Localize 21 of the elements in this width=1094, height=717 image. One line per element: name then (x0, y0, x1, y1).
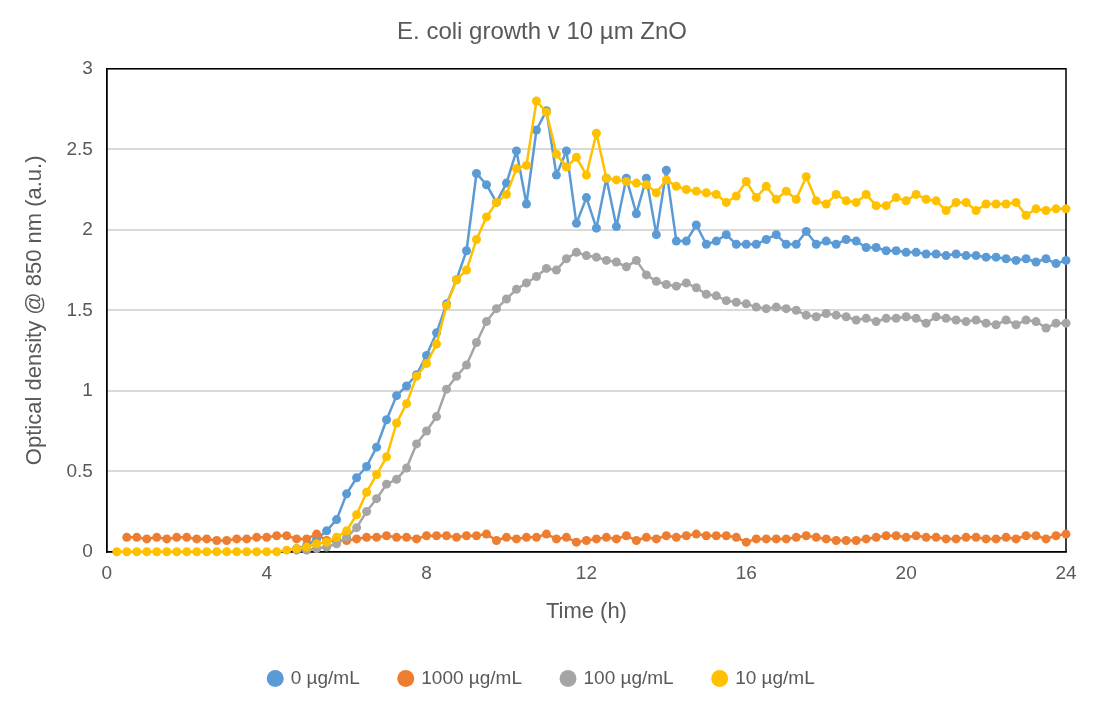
x-tick-label: 8 (421, 562, 432, 584)
x-tick-label: 24 (1055, 562, 1077, 584)
y-tick-label: 0.5 (66, 459, 93, 481)
y-tick-label: 1.5 (66, 298, 93, 320)
y-tick-label: 0 (82, 540, 93, 562)
legend-label: 100 µg/mL (583, 666, 674, 688)
x-axis-title: Time (h) (545, 597, 627, 623)
legend-label: 10 µg/mL (735, 666, 815, 688)
x-tick-label: 12 (575, 562, 597, 584)
legend-label: 1000 µg/mL (421, 666, 522, 688)
chart-title: E. coli growth v 10 µm ZnO (397, 17, 687, 45)
y-axis-title: Optical density @ 850 nm (a.u.) (21, 155, 47, 466)
y-tick-label: 2 (82, 218, 93, 240)
x-tick-label: 4 (261, 562, 273, 584)
x-tick-label: 20 (895, 562, 917, 584)
legend-label: 0 µg/mL (290, 666, 360, 688)
x-tick-label: 16 (735, 562, 757, 584)
y-tick-label: 2.5 (66, 137, 93, 159)
y-tick-label: 1 (82, 379, 93, 401)
y-tick-label: 3 (82, 57, 93, 79)
x-tick-label: 0 (101, 562, 113, 584)
